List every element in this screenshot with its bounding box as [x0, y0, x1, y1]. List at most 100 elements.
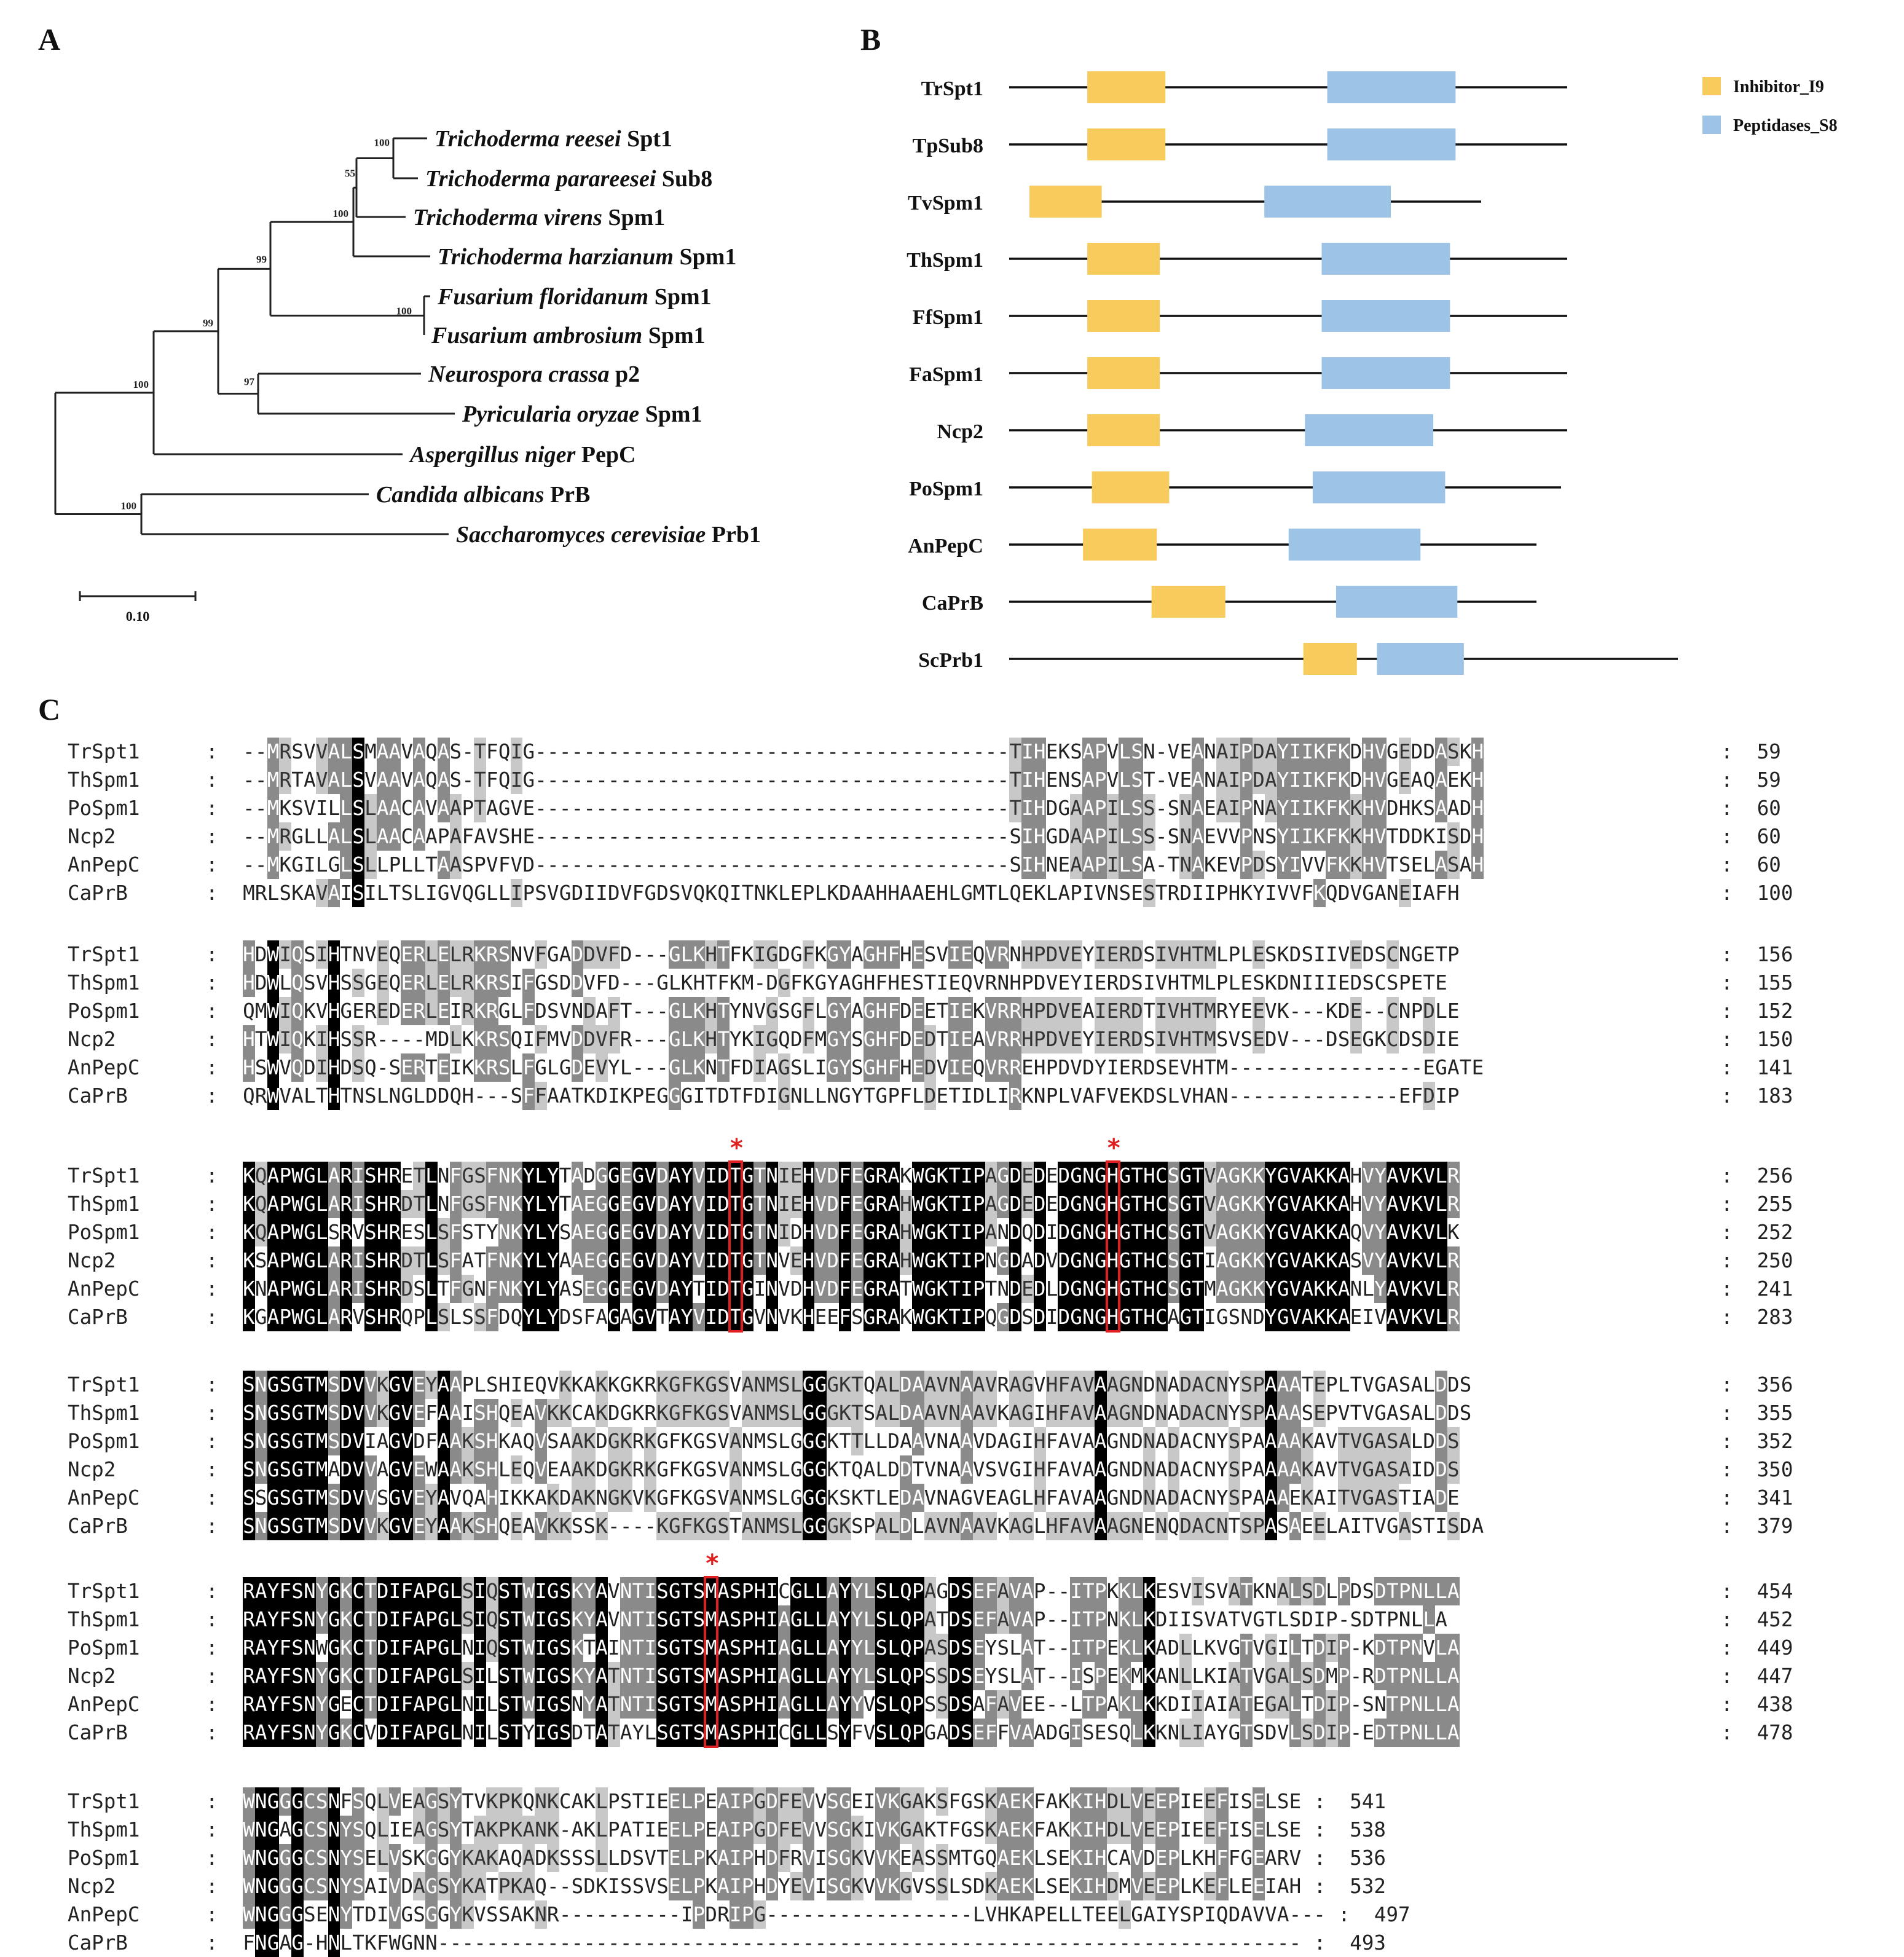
alignment-row: CaPrB: FNGAG-HNLTKFWGNN------------------…: [68, 1929, 1850, 1957]
separator: :: [206, 1430, 218, 1453]
alignment-row: ThSpm1: HDWLQSVHSSGEQERLELRKRSIFGSDDVFD--…: [68, 969, 1850, 997]
tree-taxon-label: Aspergillus niger PepC: [409, 442, 635, 468]
alignment-row: AnPepC: --MKGILGLSLLPLLTAASPVFVD---------…: [68, 851, 1850, 879]
sequence-name: ThSpm1: [68, 1401, 140, 1425]
tree-taxon-label: Pyricularia oryzae Spm1: [462, 401, 702, 427]
residue-count: : 538: [1313, 1818, 1386, 1841]
sequence-name: ThSpm1: [68, 971, 140, 994]
sequence-residues: HTWIQKIHSSR----MDLKKRSQIFMVDDVFR---GLKHT…: [243, 1025, 1460, 1053]
sequence-residues: WNGAGCSNYSQLIEAGSYTAKPKANK-AKLPATIEELPEA…: [243, 1816, 1301, 1844]
alignment-row: PoSpm1: --MKSVILLSLAACAVAAPTAGVE---------…: [68, 794, 1850, 822]
alignment-row: ThSpm1: WNGAGCSNYSQLIEAGSYTAKPKANK-AKLPAT…: [68, 1816, 1850, 1844]
domain-protein-label: AnPepC: [908, 535, 983, 557]
residue-count: : 256: [1721, 1164, 1793, 1187]
separator: :: [206, 943, 218, 966]
sequence-residues: RAYFSNYGECTDIFAPGLNILSTWIGSNYATNTISGTSMA…: [243, 1690, 1460, 1719]
sequence-residues: RAYFSNYGKCTDIFAPGLSIQSTWIGSKYAVNTISGTSMA…: [243, 1605, 1447, 1634]
peptidase-s8-domain: [1336, 586, 1458, 618]
sequence-name: CaPrB: [68, 1084, 128, 1108]
alignment-row: AnPepC: KNAPWGLARISHRDSLTFGNFNKYLYASEGGEG…: [68, 1275, 1850, 1303]
alignment-row: AnPepC: RAYFSNYGECTDIFAPGLNILSTWIGSNYATNT…: [68, 1690, 1850, 1719]
sequence-residues: --MRTAVALSVAAVAQAS-TFQIG----------------…: [243, 766, 1484, 794]
residue-count: : 454: [1721, 1580, 1793, 1603]
sequence-residues: HDWIQSIHTNVEQERLELRKRSNVFGADDVFD---GLKHT…: [243, 940, 1460, 969]
sequence-residues: --MKGILGLSLLPLLTAASPVFVD----------------…: [243, 851, 1484, 879]
alignment-row: PoSpm1: QMWIQKVHGEREDERLEIRKRGLFDSVNDAFT-…: [68, 997, 1850, 1025]
sequence-name: AnPepC: [68, 1277, 140, 1301]
alignment-row: AnPepC: HSWVQDIHDSQ-SERTEIKKRSLFGLGDEVYL-…: [68, 1053, 1850, 1082]
sequence-name: TrSpt1: [68, 1580, 140, 1603]
separator: :: [206, 1818, 218, 1841]
separator: :: [206, 740, 218, 763]
alignment-row: Ncp2: --MRGLLALSLAACAAPAFAVSHE-----------…: [68, 822, 1850, 851]
inhibitor-i9-domain: [1087, 243, 1160, 275]
separator: :: [206, 881, 218, 905]
alignment-row: Ncp2: RAYFSNYGKCTDIFAPGLSILSTWIGSKYATNTIS…: [68, 1662, 1850, 1690]
sequence-name: Ncp2: [68, 1664, 116, 1688]
inhibitor-i9-domain: [1087, 128, 1166, 160]
inhibitor-i9-domain: [1092, 471, 1170, 503]
sequence-name: PoSpm1: [68, 1221, 140, 1244]
domain-protein-label: TrSpt1: [921, 77, 983, 100]
alignment-row: Ncp2: WNGGGCSNYSAIVDAGSYKATPKAQ--SDKISSVS…: [68, 1872, 1850, 1900]
domain-architecture-diagram: TrSpt1 TpSub8 TvSpm1 ThSpm1 FfSpm1 FaSpm1 Ncp2…: [907, 71, 1838, 675]
bootstrap-value: 97: [244, 376, 255, 388]
separator: :: [206, 1401, 218, 1425]
peptidase-s8-domain: [1321, 300, 1450, 332]
alignment-row: AnPepC: SSGSGTMSDVVSGVEYAVQAHIKKAKDAKNGKV…: [68, 1484, 1850, 1512]
residue-count: : 150: [1721, 1028, 1793, 1051]
bootstrap-value: 55: [345, 167, 355, 179]
residue-count: : 355: [1721, 1401, 1793, 1425]
bootstrap-value: 100: [133, 379, 149, 390]
alignment-row: TrSpt1: HDWIQSIHTNVEQERLELRKRSNVFGADDVFD-…: [68, 940, 1850, 969]
sequence-residues: KGAPWGLARVSHRQPLSLSSFDQYLYDSFAGAGVTAYVID…: [243, 1303, 1460, 1331]
tree-taxon-label: Neurospora crassa p2: [428, 361, 640, 387]
tree-taxon-label: Trichoderma virens Spm1: [413, 205, 665, 230]
sequence-name: CaPrB: [68, 881, 128, 905]
alignment-row: CaPrB: RAYFSNYGKCVDIFAPGLNILSTYIGSDTATAYL…: [68, 1719, 1850, 1747]
sequence-residues: QRWVALTHTNSLNGLDDQH---SFFAATKDIKPEGGGITD…: [243, 1082, 1460, 1110]
residue-count: : 350: [1721, 1458, 1793, 1481]
sequence-name: TrSpt1: [68, 740, 140, 763]
sequence-name: PoSpm1: [68, 1430, 140, 1453]
alignment-row: TrSpt1: SNGSGTMSDVVKGVEYAAPLSHIEQVKKAKKGK…: [68, 1371, 1850, 1399]
sequence-name: ThSpm1: [68, 1192, 140, 1216]
sequence-residues: SNGSGTMADVVAGVEWAAKSHLEQVEAAKDGKRKGFKGSV…: [243, 1455, 1460, 1484]
inhibitor-i9-domain: [1087, 414, 1160, 446]
sequence-name: PoSpm1: [68, 999, 140, 1023]
sequence-residues: SNGSGTMSDVIAGVDFAAKSHKAQVSAAKDGKRKGFKGSV…: [243, 1427, 1460, 1455]
inhibitor-i9-domain: [1083, 529, 1157, 561]
alignment-row: TrSpt1: KQAPWGLARISHRETLNFGSFNKYLYTADGGEG…: [68, 1162, 1850, 1190]
inhibitor-i9-domain: [1087, 300, 1160, 332]
legend-swatch: [1702, 116, 1721, 134]
domain-protein-label: FfSpm1: [913, 306, 983, 329]
alignment-row: PoSpm1: RAYFSNWGKCTDIFAPGLNIQSTWIGSKTAINT…: [68, 1634, 1850, 1662]
domain-protein-label: PoSpm1: [909, 478, 983, 500]
sequence-residues: KNAPWGLARISHRDSLTFGNFNKYLYASEGGEGVDAYTID…: [243, 1275, 1460, 1303]
residue-count: : 60: [1721, 853, 1781, 876]
tree-taxon-label: Saccharomyces cerevisiae Prb1: [456, 522, 761, 548]
tree-taxon-label: Fusarium floridanum Spm1: [437, 284, 712, 310]
domain-protein-label: TpSub8: [913, 135, 983, 157]
inhibitor-i9-domain: [1087, 357, 1160, 389]
sequence-name: Ncp2: [68, 1458, 116, 1481]
alignment-row: PoSpm1: KQAPWGLSRVSHRESLSFSTYNKYLYSAEGGEG…: [68, 1218, 1850, 1246]
separator: :: [206, 1580, 218, 1603]
separator: :: [206, 1514, 218, 1538]
inhibitor-i9-domain: [1087, 71, 1166, 103]
separator: :: [206, 1056, 218, 1079]
bootstrap-value: 99: [203, 317, 213, 329]
sequence-residues: KQAPWGLSRVSHRESLSFSTYNKYLYSAEGGEGVDAYVID…: [243, 1218, 1460, 1246]
peptidase-s8-domain: [1321, 357, 1450, 389]
sequence-name: TrSpt1: [68, 943, 140, 966]
separator: :: [206, 1373, 218, 1396]
separator: :: [206, 1028, 218, 1051]
alignment-row: TrSpt1: RAYFSNYGKCTDIFAPGLSIQSTWIGSKYAVNT…: [68, 1577, 1850, 1605]
tree-taxon-label: Trichoderma harzianum Spm1: [438, 244, 736, 270]
sequence-name: Ncp2: [68, 825, 116, 848]
residue-count: : 341: [1721, 1486, 1793, 1510]
residue-count: : 532: [1313, 1875, 1386, 1898]
peptidase-s8-domain: [1327, 128, 1456, 160]
separator: :: [206, 1458, 218, 1481]
separator: :: [206, 1249, 218, 1272]
